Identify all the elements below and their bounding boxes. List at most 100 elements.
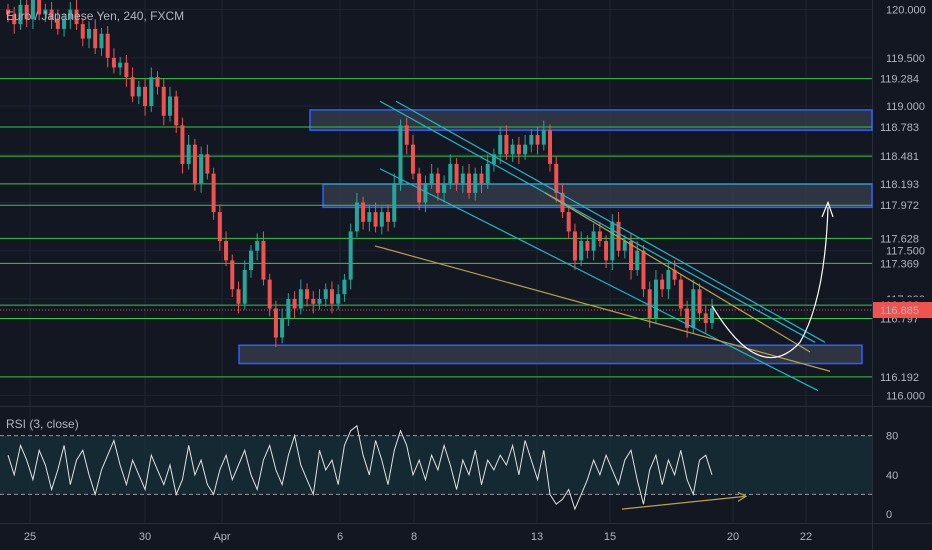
supply-demand-zone <box>238 344 863 365</box>
candle-body <box>685 308 690 328</box>
candle-body <box>329 289 334 304</box>
candle-body <box>18 4 23 25</box>
candle-body <box>610 221 615 261</box>
rsi-divergence-arrowhead <box>737 491 748 502</box>
candle-body <box>386 212 391 222</box>
candle-body <box>429 173 434 184</box>
level-label-bg <box>874 255 932 272</box>
x-tick-label: 6 <box>337 531 343 543</box>
candle-body <box>143 86 148 107</box>
candle-body <box>242 270 247 304</box>
level-label: 117.369 <box>880 258 919 270</box>
x-tick-label: 20 <box>727 531 739 543</box>
candle-body <box>323 289 328 299</box>
candle-body <box>710 308 714 324</box>
candle-body <box>6 9 10 15</box>
rsi-tick-label: 80 <box>886 431 898 443</box>
candle-body <box>697 289 702 314</box>
candle-body <box>68 9 73 20</box>
x-tick-label: 13 <box>531 531 543 543</box>
channel-lower <box>379 168 819 392</box>
candle-body <box>186 144 191 164</box>
candle-body <box>473 173 478 193</box>
candle-body <box>454 163 459 184</box>
candle-body <box>261 241 266 280</box>
candle-body <box>43 9 48 15</box>
candle-body <box>616 221 621 251</box>
candle-body <box>130 77 135 97</box>
rsi-divergence-line <box>621 495 746 510</box>
level-label: 118.783 <box>880 122 919 134</box>
current-price-label: 116.885 <box>880 305 919 317</box>
candle-body <box>342 279 347 295</box>
candle-body <box>105 33 110 58</box>
candle-body <box>404 125 409 145</box>
candle-body <box>541 130 546 145</box>
x-tick-label: 30 <box>139 531 151 543</box>
y-tick-label: 120.000 <box>886 5 926 17</box>
candle-body <box>548 130 553 164</box>
candle-body <box>566 212 571 232</box>
candle-body <box>691 289 696 328</box>
candle-body <box>348 231 353 280</box>
rsi-tick-label: 40 <box>886 470 898 482</box>
candle-body <box>516 144 521 155</box>
candle-body <box>498 135 503 155</box>
candle-body <box>479 173 484 184</box>
level-label-bg <box>874 70 932 87</box>
candle-body <box>410 144 415 174</box>
supply-demand-zone <box>309 109 873 131</box>
candle-body <box>579 241 584 261</box>
level-label: 117.628 <box>880 233 919 245</box>
candle-body <box>124 62 129 78</box>
level-label: 116.192 <box>880 372 919 384</box>
rsi-tick-label: 0 <box>886 509 892 521</box>
x-tick-label: 25 <box>24 531 36 543</box>
x-tick-label: 8 <box>411 531 417 543</box>
candle-body <box>666 270 671 290</box>
candle-body <box>467 173 472 193</box>
candle-body <box>236 289 241 304</box>
candle-body <box>224 241 229 261</box>
candle-body <box>572 231 577 261</box>
candle-body <box>155 77 160 87</box>
candle-body <box>448 163 453 184</box>
projection-path <box>711 207 829 359</box>
candle-body <box>199 154 204 184</box>
candle-body <box>286 298 291 319</box>
level-label-bg <box>874 175 932 192</box>
candle-body <box>442 183 447 193</box>
candle-body <box>12 14 17 25</box>
candle-body <box>703 313 708 324</box>
candle-body <box>336 294 341 304</box>
candle-body <box>660 279 665 290</box>
level-label: 119.284 <box>880 74 919 86</box>
candle-body <box>435 173 440 193</box>
candle-body <box>37 0 42 15</box>
candle-body <box>149 77 154 107</box>
candle-body <box>604 241 609 261</box>
candle-body <box>86 28 91 39</box>
level-label-bg <box>874 230 932 247</box>
candle-body <box>161 86 166 116</box>
candle-body <box>80 24 85 39</box>
candle-body <box>535 135 540 145</box>
candle-body <box>136 86 141 97</box>
candle-body <box>354 202 359 232</box>
candle-body <box>255 241 260 251</box>
candle-body <box>174 96 179 126</box>
candle-body <box>267 279 272 309</box>
candle-body <box>273 308 278 338</box>
candle-body <box>510 144 515 155</box>
candle-body <box>192 144 197 184</box>
candle-body <box>62 19 67 29</box>
candle-body <box>591 231 596 251</box>
candle-body <box>585 241 590 251</box>
y-tick-label: 119.500 <box>886 53 925 65</box>
channel-upper-2 <box>395 100 826 343</box>
candle-body <box>629 241 634 270</box>
trendline-upper <box>544 192 811 353</box>
current-price-badge <box>873 302 932 319</box>
